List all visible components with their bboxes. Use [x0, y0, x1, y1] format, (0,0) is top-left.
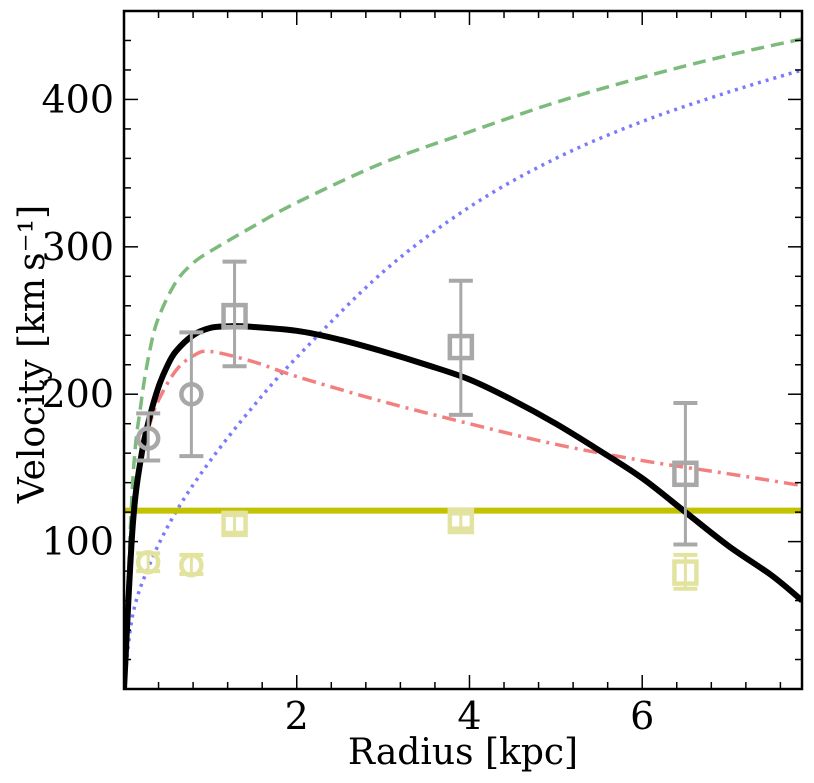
yellow-observation-point-3 — [221, 510, 248, 538]
y-tick-label: 300 — [41, 225, 114, 269]
yellow-observation-circle-marker — [135, 549, 161, 575]
gray-observation-point-4 — [447, 278, 475, 417]
gray-observation-point-3 — [221, 259, 248, 369]
gray-observation-square-marker — [672, 460, 699, 488]
yellow-observation-square-marker — [221, 510, 248, 538]
yellow-observation-point-5 — [672, 552, 699, 591]
gray-observation-square-marker — [447, 333, 475, 361]
y-tick-label: 200 — [41, 372, 114, 416]
yellow-observation-square-marker — [672, 559, 699, 586]
plot-frame — [122, 9, 804, 691]
x-axis-title: Radius [kpc] — [348, 732, 578, 773]
x-tick-label: 6 — [630, 694, 654, 738]
gray-observation-square-marker — [221, 302, 248, 330]
yellow-observation-circle-marker — [179, 552, 204, 578]
axes-layer — [122, 9, 804, 691]
y-tick-label: 400 — [41, 77, 114, 121]
gray-observation-circle-marker — [179, 381, 204, 407]
gray-observation-point-2 — [179, 330, 204, 459]
green-dashed-line — [124, 37, 802, 689]
yellow-observation-point-2 — [179, 552, 204, 578]
yellow-observation-point-4 — [447, 507, 475, 535]
y-tick-label: 100 — [41, 520, 114, 564]
gray-observation-point-1 — [135, 411, 161, 463]
total-curve-line — [124, 323, 802, 689]
tick-layer: 2 4 6 100 200 300 400 — [41, 11, 802, 738]
yellow-observation-point-1 — [135, 549, 161, 575]
marker-layer — [135, 259, 699, 591]
yellow-observation-square-marker — [447, 507, 475, 535]
blue-dotted-line — [124, 68, 802, 689]
x-tick-label: 4 — [457, 694, 481, 738]
gray-observation-point-5 — [672, 401, 699, 547]
y-axis-title: Velocity [km s⁻¹] — [12, 205, 53, 504]
x-tick-label: 2 — [285, 694, 309, 738]
gray-observation-circle-marker — [135, 426, 161, 451]
series-layer — [124, 37, 802, 689]
